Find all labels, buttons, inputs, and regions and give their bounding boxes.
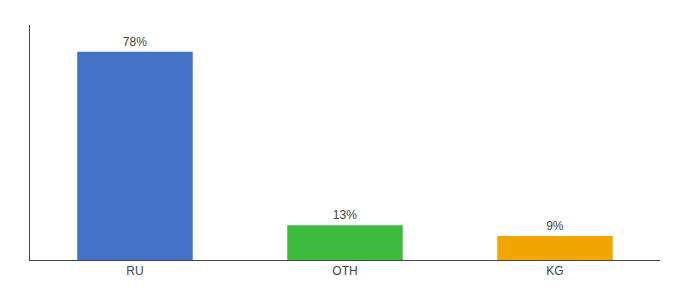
svg-text:RU: RU bbox=[126, 264, 143, 278]
svg-text:9%: 9% bbox=[546, 219, 564, 233]
svg-text:13%: 13% bbox=[333, 208, 357, 222]
svg-text:78%: 78% bbox=[123, 35, 147, 49]
svg-text:KG: KG bbox=[546, 264, 563, 278]
svg-text:OTH: OTH bbox=[332, 264, 357, 278]
